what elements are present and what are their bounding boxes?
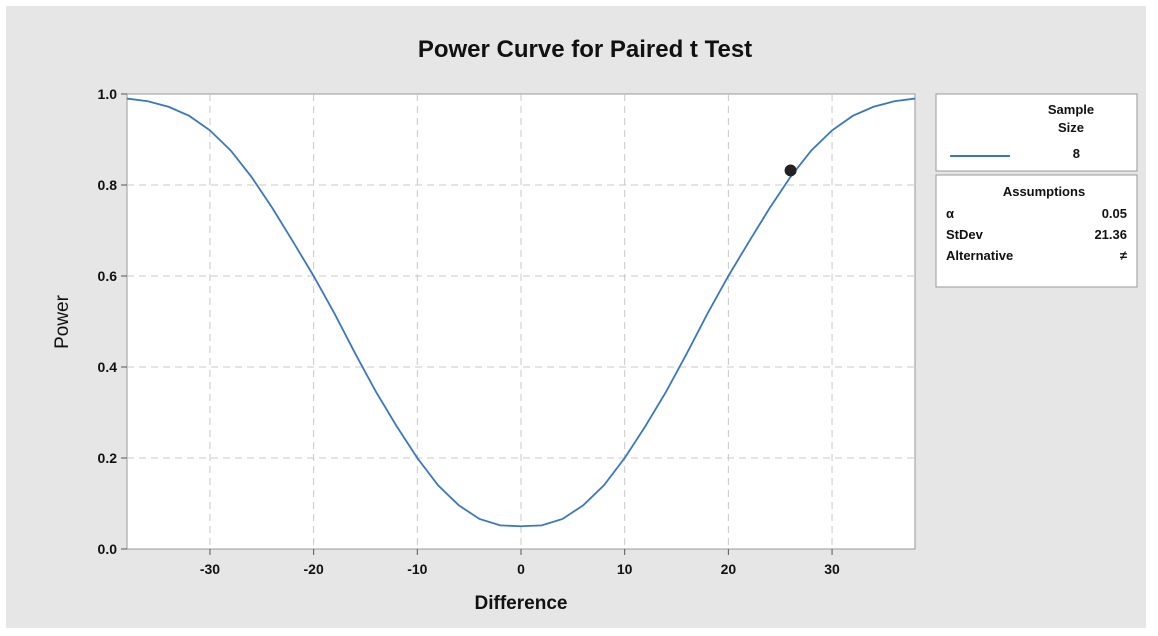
assumption-stdev-label: StDev xyxy=(946,227,984,242)
assumptions-box: Assumptions α 0.05 StDev 21.36 Alternati… xyxy=(935,174,1138,288)
y-tick-label: 0.6 xyxy=(98,268,118,284)
y-tick-label: 0.8 xyxy=(98,177,118,193)
x-tick-label: -30 xyxy=(200,561,220,577)
assumption-stdev-value: 21.36 xyxy=(1094,227,1127,242)
legend-box: Sample Size 8 xyxy=(935,93,1138,172)
power-curve-line xyxy=(126,97,916,528)
legend-entry-label: 8 xyxy=(1073,146,1080,161)
y-tick-label: 0.4 xyxy=(98,359,118,375)
chart-title: Power Curve for Paired t Test xyxy=(418,36,752,63)
y-tick-label: 0.0 xyxy=(98,541,118,557)
x-tick-label: -20 xyxy=(304,561,324,577)
x-tick-label: 30 xyxy=(824,561,840,577)
x-tick-label: 0 xyxy=(517,561,525,577)
assumption-alternative-value: ≠ xyxy=(1120,248,1127,263)
assumption-alpha-label: α xyxy=(946,206,954,221)
x-tick-label: 20 xyxy=(721,561,737,577)
x-axis-title: Difference xyxy=(475,593,568,614)
assumptions-title: Assumptions xyxy=(1003,184,1085,199)
chart-frame: Power Curve for Paired t Test -30 -20 -10 0… xyxy=(6,6,1146,628)
y-tick-label: 1.0 xyxy=(98,86,118,102)
x-tick-label: -10 xyxy=(407,561,427,577)
legend-title-line2: Size xyxy=(1058,120,1084,135)
grid-lines xyxy=(127,94,915,549)
axes: -30 -20 -10 0 10 20 30 0.0 0.2 0.4 0.6 0.8 1.0 xyxy=(98,86,841,577)
assumption-alternative-label: Alternative xyxy=(946,248,1013,263)
assumption-alpha-value: 0.05 xyxy=(1102,206,1127,221)
power-curve-chart: Power Curve for Paired t Test -30 -20 -10 0… xyxy=(52,36,1138,614)
y-tick-label: 0.2 xyxy=(98,450,118,466)
y-axis-title: Power xyxy=(52,294,73,349)
legend-title-line1: Sample xyxy=(1048,102,1094,117)
x-tick-label: 10 xyxy=(617,561,633,577)
sample-size-point xyxy=(784,164,797,177)
